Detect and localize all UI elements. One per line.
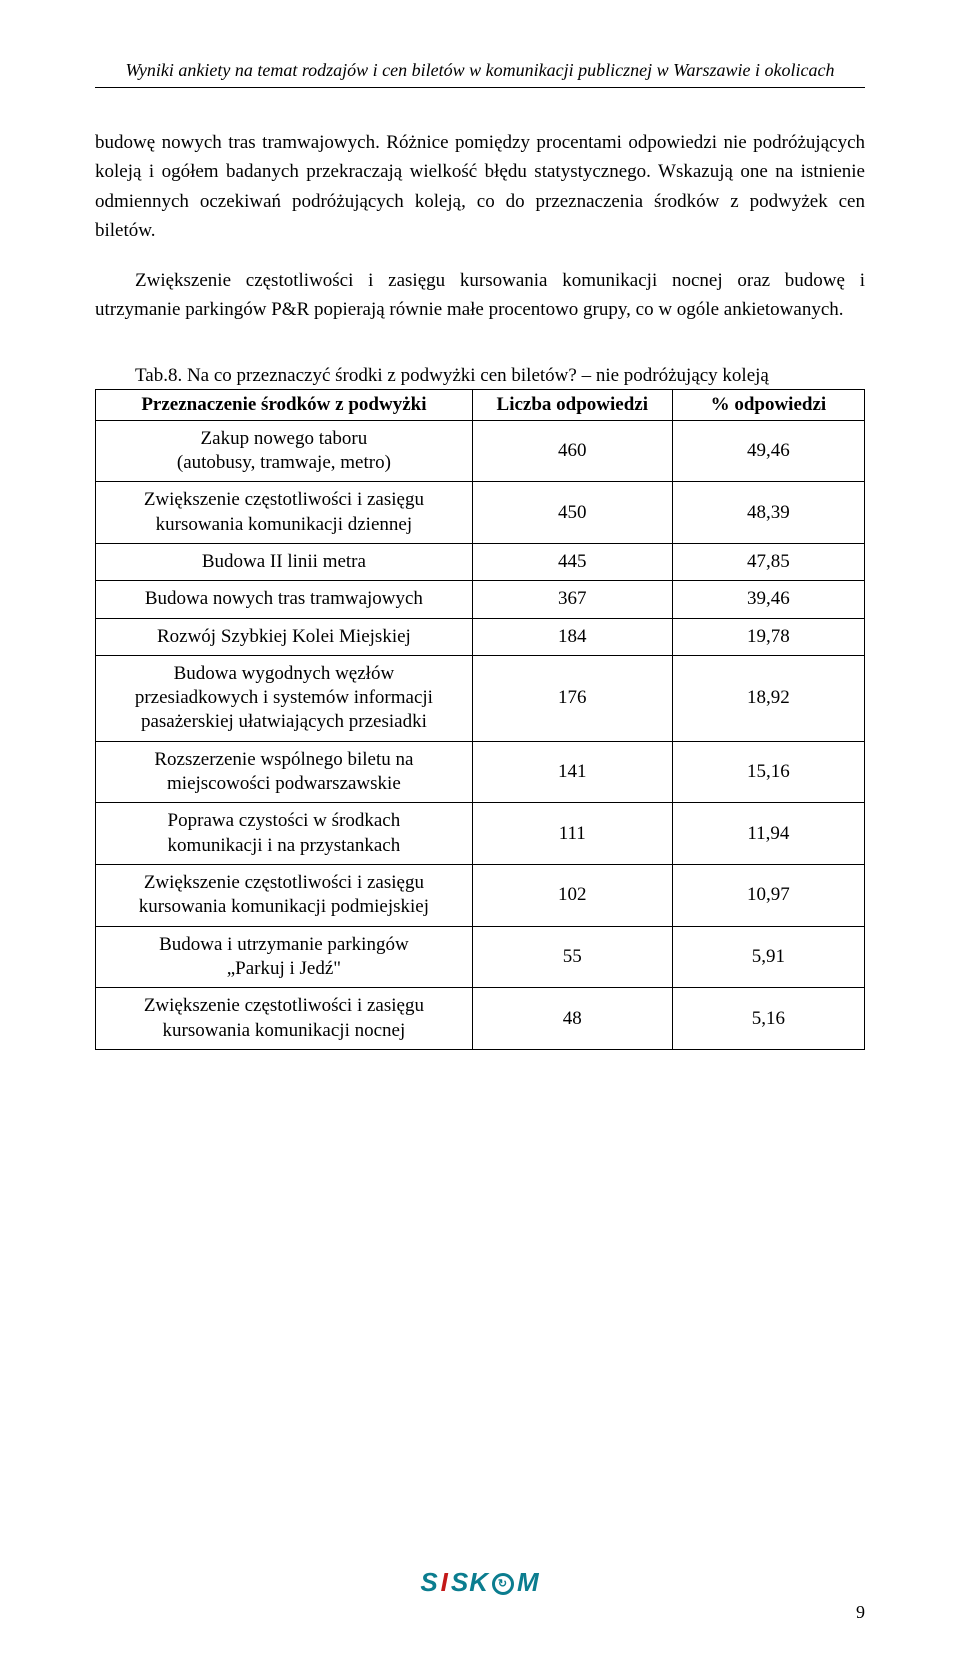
table-cell-pct: 10,97: [672, 865, 864, 927]
table-row: Zwiększenie częstotliwości i zasięgukurs…: [96, 865, 865, 927]
table-cell-count: 450: [472, 482, 672, 544]
table-cell-count: 460: [472, 420, 672, 482]
table-cell-pct: 47,85: [672, 543, 864, 580]
page: Wyniki ankiety na temat rodzajów i cen b…: [0, 0, 960, 1658]
table-cell-pct: 48,39: [672, 482, 864, 544]
table-row: Budowa II linii metra44547,85: [96, 543, 865, 580]
table-row: Budowa i utrzymanie parkingów„Parkuj i J…: [96, 926, 865, 988]
table-cell-label: Budowa wygodnych węzłówprzesiadkowych i …: [96, 655, 473, 741]
table-cell-label: Zwiększenie częstotliwości i zasięgukurs…: [96, 865, 473, 927]
table-cell-pct: 39,46: [672, 581, 864, 618]
table-cell-count: 55: [472, 926, 672, 988]
logo-letters-sk: SK: [451, 1567, 489, 1598]
table-cell-pct: 15,16: [672, 741, 864, 803]
logo-letter-m: M: [517, 1567, 540, 1598]
table-row: Zwiększenie częstotliwości i zasięgukurs…: [96, 988, 865, 1050]
table-cell-count: 102: [472, 865, 672, 927]
header-rule: [95, 87, 865, 88]
table-cell-pct: 11,94: [672, 803, 864, 865]
table-cell-count: 176: [472, 655, 672, 741]
table-col-pct: % odpowiedzi: [672, 389, 864, 420]
table-row: Budowa wygodnych węzłówprzesiadkowych i …: [96, 655, 865, 741]
logo-letter-s1: S: [420, 1567, 438, 1598]
logo-letter-i: I: [441, 1567, 449, 1598]
table-cell-pct: 49,46: [672, 420, 864, 482]
table-cell-count: 48: [472, 988, 672, 1050]
siskom-logo: SISK↻M: [420, 1567, 539, 1598]
table-row: Poprawa czystości w środkachkomunikacji …: [96, 803, 865, 865]
table-cell-label: Budowa II linii metra: [96, 543, 473, 580]
table-row: Rozwój Szybkiej Kolei Miejskiej18419,78: [96, 618, 865, 655]
table-row: Zwiększenie częstotliwości i zasięgukurs…: [96, 482, 865, 544]
table-cell-label: Rozszerzenie wspólnego biletu namiejscow…: [96, 741, 473, 803]
table-col-label: Przeznaczenie środków z podwyżki: [96, 389, 473, 420]
table-cell-count: 367: [472, 581, 672, 618]
table-cell-label: Rozwój Szybkiej Kolei Miejskiej: [96, 618, 473, 655]
table-cell-label: Poprawa czystości w środkachkomunikacji …: [96, 803, 473, 865]
table-cell-pct: 5,16: [672, 988, 864, 1050]
paragraph-2: Zwiększenie częstotliwości i zasięgu kur…: [95, 266, 865, 325]
table-cell-label: Zakup nowego taboru(autobusy, tramwaje, …: [96, 420, 473, 482]
table-cell-label: Zwiększenie częstotliwości i zasięgukurs…: [96, 482, 473, 544]
table-cell-count: 141: [472, 741, 672, 803]
table-cell-label: Budowa i utrzymanie parkingów„Parkuj i J…: [96, 926, 473, 988]
table-caption: Tab.8. Na co przeznaczyć środki z podwyż…: [95, 365, 865, 387]
footer-logo-wrap: SISK↻M: [95, 1567, 865, 1598]
table-row: Budowa nowych tras tramwajowych36739,46: [96, 581, 865, 618]
page-header-title: Wyniki ankiety na temat rodzajów i cen b…: [95, 60, 865, 81]
table-row: Zakup nowego taboru(autobusy, tramwaje, …: [96, 420, 865, 482]
table-row: Rozszerzenie wspólnego biletu namiejscow…: [96, 741, 865, 803]
table-cell-count: 445: [472, 543, 672, 580]
table-cell-label: Budowa nowych tras tramwajowych: [96, 581, 473, 618]
table-cell-pct: 5,91: [672, 926, 864, 988]
page-number: 9: [95, 1602, 865, 1623]
table-cell-pct: 19,78: [672, 618, 864, 655]
table-cell-count: 184: [472, 618, 672, 655]
table-cell-count: 111: [472, 803, 672, 865]
table-cell-label: Zwiększenie częstotliwości i zasięgukurs…: [96, 988, 473, 1050]
logo-ring-icon: ↻: [492, 1573, 514, 1595]
table-header-row: Przeznaczenie środków z podwyżki Liczba …: [96, 389, 865, 420]
results-table: Przeznaczenie środków z podwyżki Liczba …: [95, 389, 865, 1050]
page-footer: SISK↻M 9: [95, 1567, 865, 1623]
table-cell-pct: 18,92: [672, 655, 864, 741]
table-col-count: Liczba odpowiedzi: [472, 389, 672, 420]
paragraph-1: budowę nowych tras tramwajowych. Różnice…: [95, 128, 865, 246]
